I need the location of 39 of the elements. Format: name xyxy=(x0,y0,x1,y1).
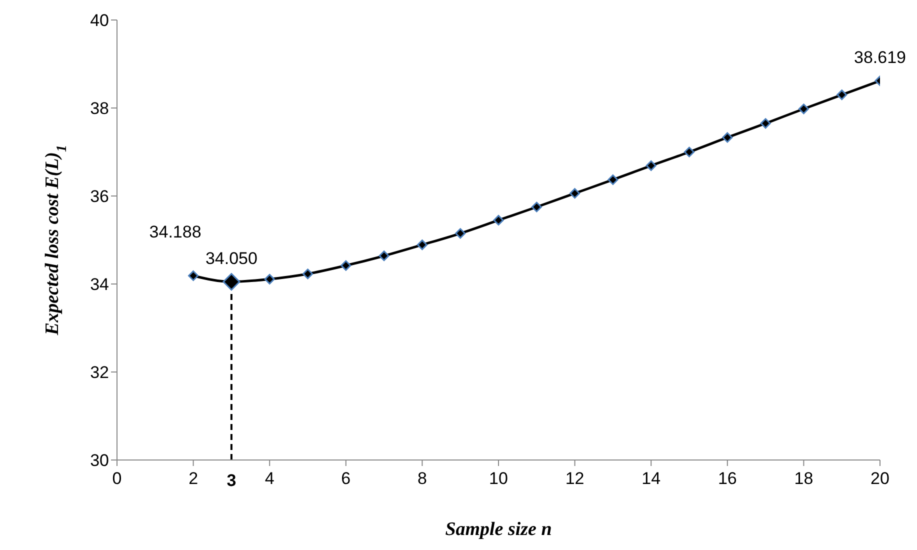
x-tick-label: 20 xyxy=(870,469,890,488)
ref-line-label: 3 xyxy=(226,471,236,490)
x-tick-label: 10 xyxy=(489,469,508,488)
point xyxy=(493,214,504,226)
point xyxy=(302,268,313,280)
point xyxy=(608,174,618,185)
x-tick-label: 4 xyxy=(264,469,274,488)
point xyxy=(416,240,428,250)
point xyxy=(570,188,580,199)
x-tick-label: 0 xyxy=(112,469,122,488)
y-tick-label: 36 xyxy=(90,187,109,206)
point xyxy=(264,274,275,284)
data-label: 34.188 xyxy=(149,222,202,242)
x-tick-label: 8 xyxy=(417,469,427,488)
data-label: 34.050 xyxy=(205,248,258,268)
data-label: 38.619 xyxy=(854,48,906,67)
x-tick-label: 16 xyxy=(718,469,737,488)
y-tick-label: 40 xyxy=(90,11,109,30)
point xyxy=(722,132,733,143)
x-tick-label: 6 xyxy=(341,469,351,488)
point xyxy=(798,104,809,114)
point xyxy=(684,146,694,158)
point xyxy=(760,118,771,129)
x-axis-title: Sample size n xyxy=(445,519,552,540)
point xyxy=(836,90,848,100)
point xyxy=(646,160,656,171)
x-tick-label: 2 xyxy=(188,469,198,488)
point xyxy=(340,260,352,271)
x-tick-label: 12 xyxy=(565,469,584,488)
point xyxy=(378,250,390,262)
y-tick-label: 38 xyxy=(90,99,109,118)
point xyxy=(188,270,199,281)
point xyxy=(531,202,542,212)
y-tick-label: 32 xyxy=(90,363,109,382)
point xyxy=(455,228,466,239)
x-tick-label: 14 xyxy=(642,469,661,488)
y-tick-label: 34 xyxy=(90,275,109,294)
x-tick-label: 18 xyxy=(794,469,814,488)
y-tick-label: 30 xyxy=(90,451,109,470)
